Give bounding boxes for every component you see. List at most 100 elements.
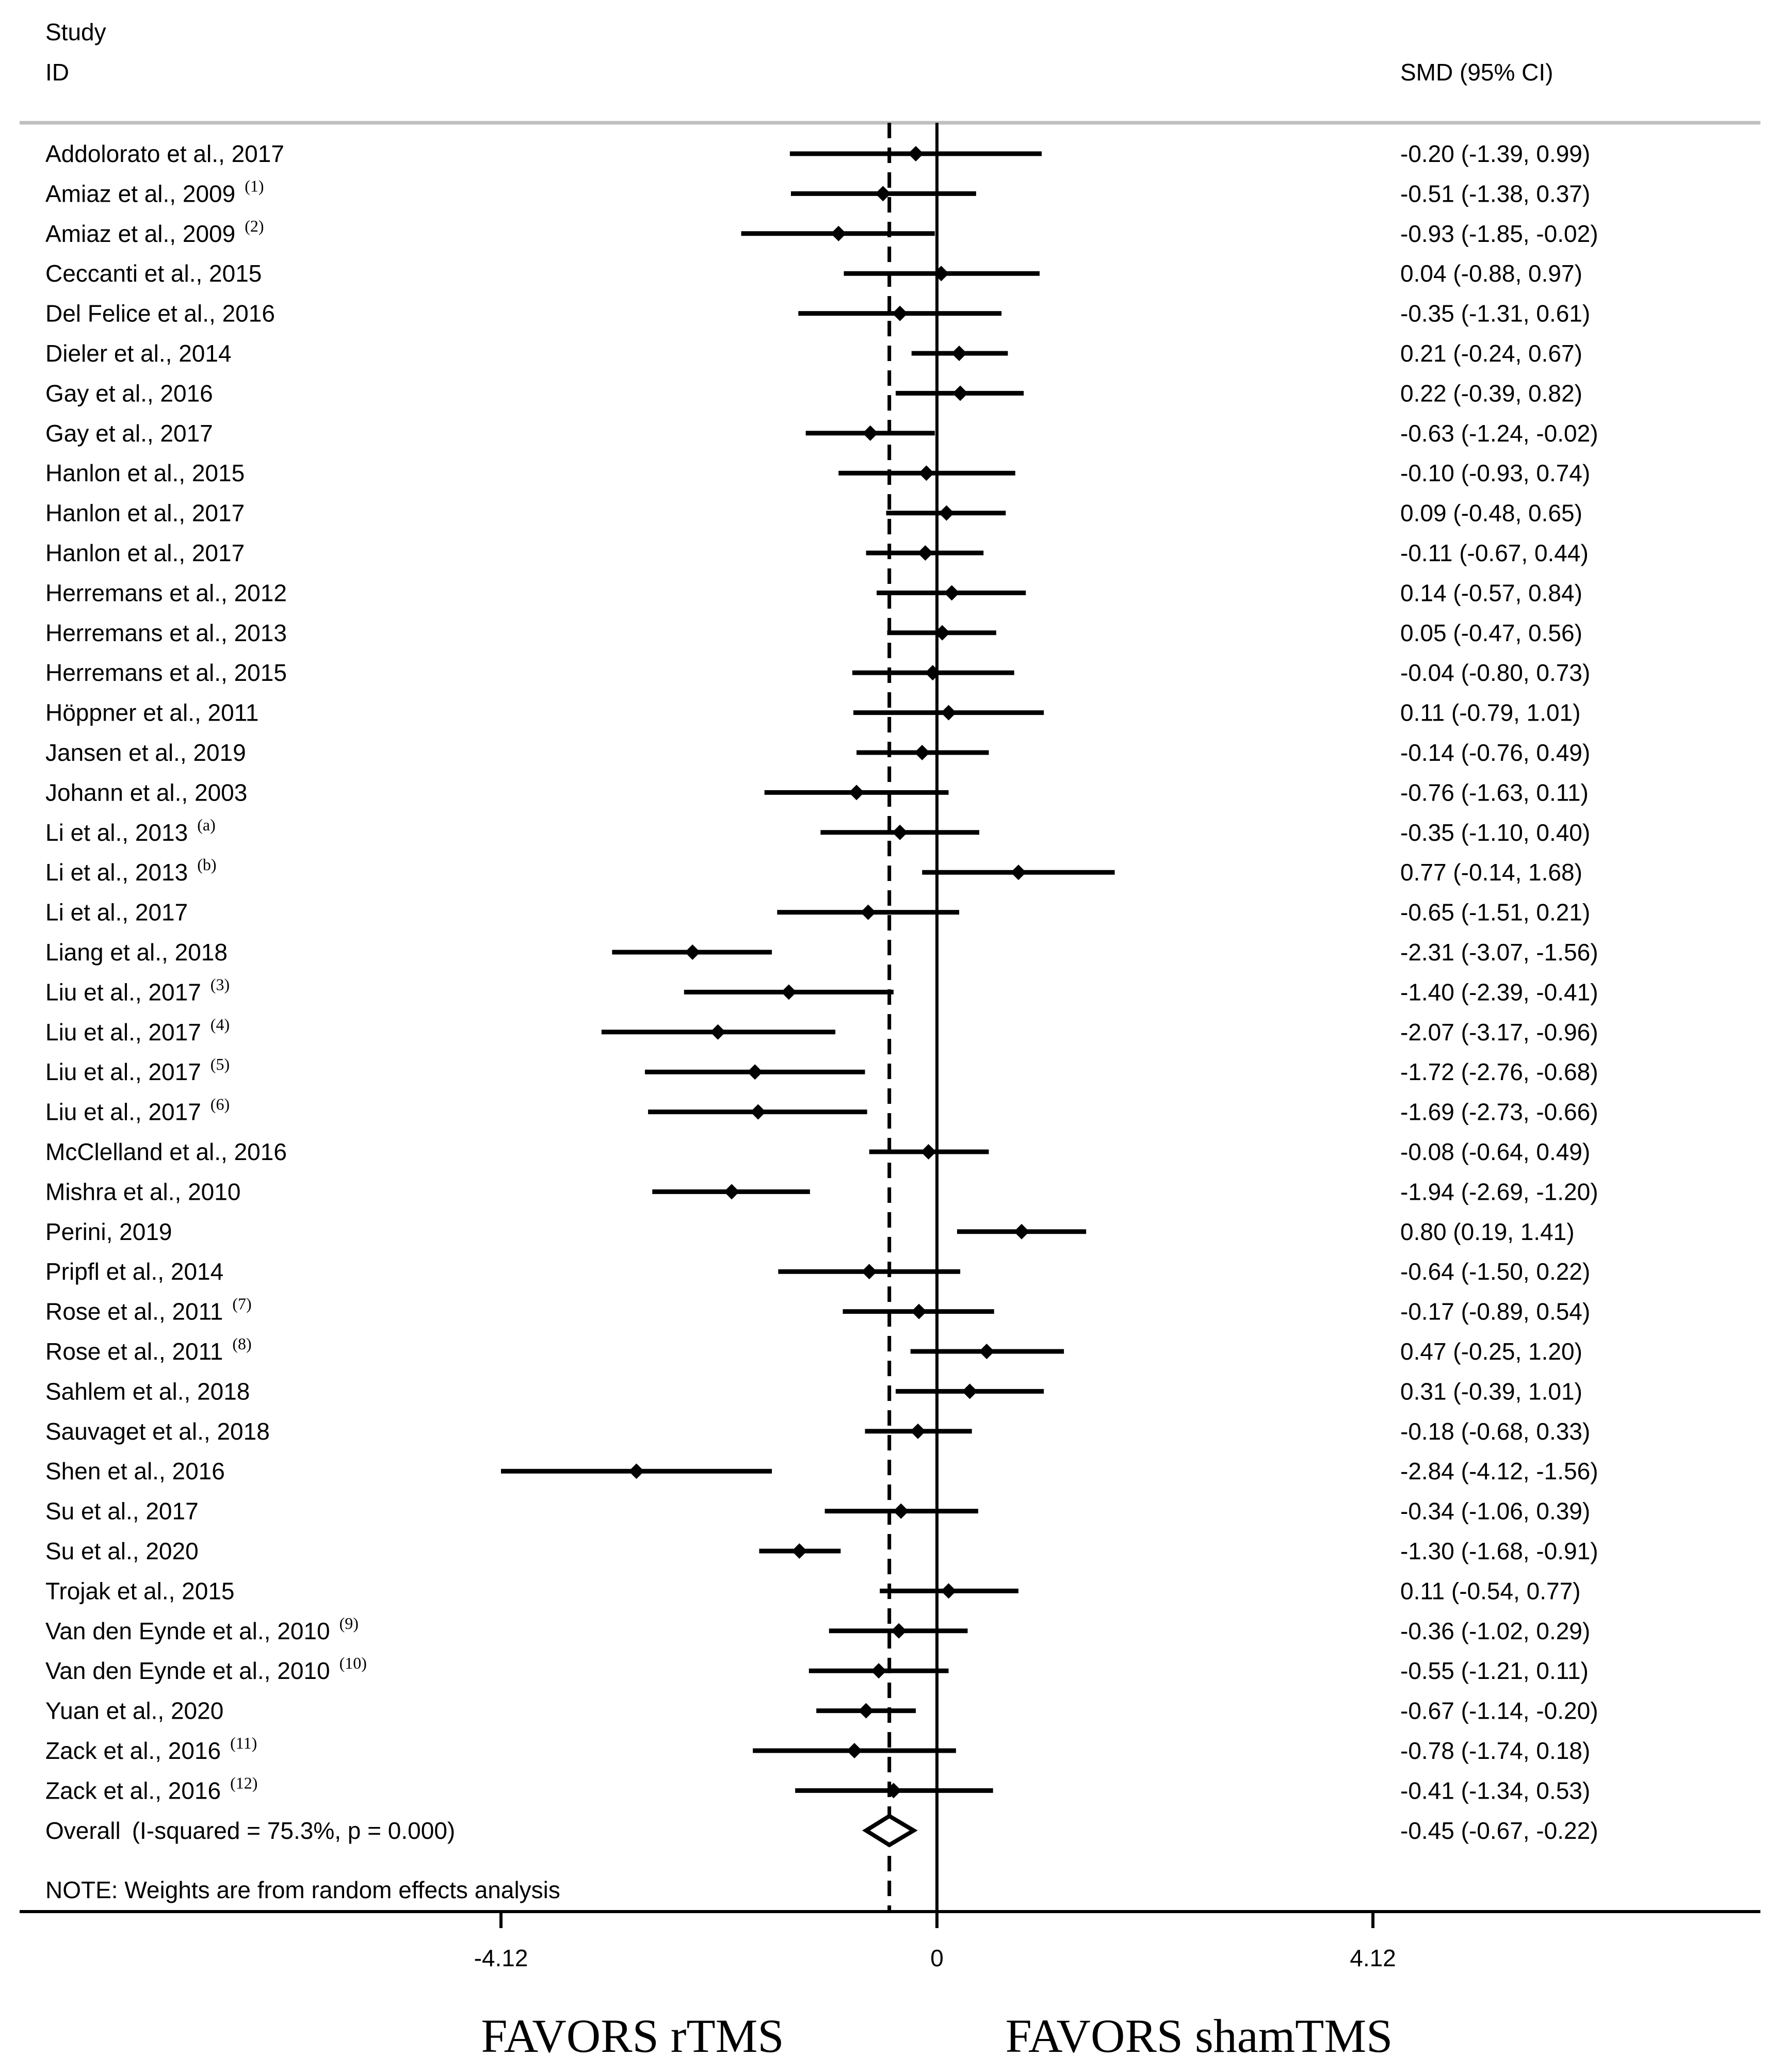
point-estimate-marker — [892, 824, 908, 840]
study-row: Amiaz et al., 2009 (2) -0.93 (-1.85, -0.02… — [45, 217, 1598, 247]
ci-text: 0.77 (-0.14, 1.68) — [1400, 859, 1582, 886]
ci-text: -0.18 (-0.68, 0.33) — [1400, 1418, 1590, 1445]
study-name: Liu et al., 2017 — [45, 978, 201, 1005]
study-name: Shen et al., 2016 — [45, 1458, 225, 1484]
point-estimate-marker — [871, 1663, 887, 1679]
study-row: Li et al., 2017 -0.65 (-1.51, 0.21) — [45, 899, 1590, 926]
point-estimate-marker — [628, 1463, 644, 1479]
study-row: Addolorato et al., 2017 -0.20 (-1.39, 0.9… — [45, 140, 1590, 167]
study-label: Gay et al., 2016 — [45, 380, 213, 406]
study-name: Del Felice et al., 2016 — [45, 300, 275, 327]
study-row: Liu et al., 2017 (3) -1.40 (-2.39, -0.41) — [45, 975, 1598, 1005]
ci-text: -0.11 (-0.67, 0.44) — [1400, 540, 1589, 566]
point-estimate-marker — [938, 505, 954, 521]
study-label: Herremans et al., 2015 — [45, 659, 287, 686]
study-row: Sauvaget et al., 2018 -0.18 (-0.68, 0.33) — [45, 1418, 1590, 1445]
study-label: Pripfl et al., 2014 — [45, 1258, 223, 1285]
point-estimate-marker — [831, 225, 847, 241]
point-estimate-marker — [941, 1583, 957, 1599]
study-name: Yuan et al., 2020 — [45, 1698, 223, 1724]
study-name: Johann et al., 2003 — [45, 779, 247, 806]
ci-text: -0.08 (-0.64, 0.49) — [1400, 1138, 1590, 1165]
ci-text: -0.51 (-1.38, 0.37) — [1400, 180, 1590, 207]
study-name: Van den Eynde et al., 2010 — [45, 1657, 330, 1684]
study-row: Mishra et al., 2010 -1.94 (-2.69, -1.20) — [45, 1178, 1598, 1205]
overall-stat: (I-squared = 75.3%, p = 0.000) — [132, 1817, 456, 1844]
study-label: Shen et al., 2016 — [45, 1458, 225, 1484]
study-footnote-marker: (11) — [230, 1734, 257, 1752]
point-estimate-marker — [952, 385, 968, 401]
point-estimate-marker — [858, 1703, 874, 1719]
study-name: Ceccanti et al., 2015 — [45, 260, 262, 287]
ci-text: -0.78 (-1.74, 0.18) — [1400, 1737, 1590, 1764]
study-footnote-marker: (4) — [211, 1015, 230, 1034]
overall-label: Overall (I-squared = 75.3%, p = 0.000) — [45, 1817, 455, 1844]
point-estimate-marker — [861, 1264, 877, 1280]
point-estimate-marker — [910, 1423, 926, 1439]
study-label: Rose et al., 2011 (8) — [45, 1334, 252, 1365]
ci-text: -1.40 (-2.39, -0.41) — [1400, 978, 1598, 1005]
study-row: Gay et al., 2017 -0.63 (-1.24, -0.02) — [45, 420, 1598, 447]
ci-text: -2.07 (-3.17, -0.96) — [1400, 1019, 1598, 1046]
point-estimate-marker — [914, 745, 930, 760]
study-label: Van den Eynde et al., 2010 (10) — [45, 1654, 367, 1684]
ci-text: 0.22 (-0.39, 0.82) — [1400, 380, 1582, 406]
study-label: Höppner et al., 2011 — [45, 699, 258, 726]
study-label: Su et al., 2020 — [45, 1538, 199, 1564]
study-name: Zack et al., 2016 — [45, 1737, 221, 1764]
study-row: Gay et al., 2016 0.22 (-0.39, 0.82) — [45, 380, 1582, 406]
study-footnote-marker: (12) — [230, 1773, 257, 1792]
study-row: Liu et al., 2017 (4) -2.07 (-3.17, -0.96) — [45, 1015, 1598, 1046]
ci-text: 0.47 (-0.25, 1.20) — [1400, 1338, 1582, 1365]
point-estimate-marker — [891, 1623, 907, 1639]
header-estimate-label: SMD (95% CI) — [1400, 59, 1553, 86]
study-label: Li et al., 2017 — [45, 899, 188, 926]
study-label: Liu et al., 2017 (3) — [45, 975, 230, 1005]
ci-text: -1.72 (-2.76, -0.68) — [1400, 1058, 1598, 1085]
study-footnote-marker: (7) — [232, 1295, 251, 1313]
study-row: Zack et al., 2016 (12) -0.41 (-1.34, 0.53) — [45, 1773, 1590, 1804]
ci-text: -0.55 (-1.21, 0.11) — [1400, 1657, 1589, 1684]
point-estimate-marker — [875, 186, 891, 202]
study-label: Yuan et al., 2020 — [45, 1698, 223, 1724]
point-estimate-marker — [941, 705, 957, 721]
study-name: Li et al., 2017 — [45, 899, 188, 926]
study-name: Perini, 2019 — [45, 1218, 172, 1245]
study-name: Gay et al., 2017 — [45, 420, 213, 447]
study-footnote-marker: (2) — [245, 217, 264, 235]
study-name: Sahlem et al., 2018 — [45, 1378, 250, 1405]
study-name: Hanlon et al., 2015 — [45, 460, 245, 486]
study-row: Herremans et al., 2013 0.05 (-0.47, 0.56) — [45, 619, 1582, 646]
point-estimate-marker — [710, 1024, 726, 1040]
study-row: Hanlon et al., 2015 -0.10 (-0.93, 0.74) — [45, 460, 1590, 486]
study-name: Addolorato et al., 2017 — [45, 140, 284, 167]
study-label: McClelland et al., 2016 — [45, 1138, 287, 1165]
study-rows: Addolorato et al., 2017 -0.20 (-1.39, 0.9… — [45, 140, 1598, 1804]
study-name: Mishra et al., 2010 — [45, 1178, 240, 1205]
study-row: Su et al., 2017 -0.34 (-1.06, 0.39) — [45, 1498, 1590, 1525]
overall-name: Overall — [45, 1817, 121, 1844]
study-name: Herremans et al., 2015 — [45, 659, 287, 686]
ci-text: -2.31 (-3.07, -1.56) — [1400, 939, 1598, 966]
study-row: Pripfl et al., 2014 -0.64 (-1.50, 0.22) — [45, 1258, 1590, 1285]
ci-text: -0.04 (-0.80, 0.73) — [1400, 659, 1590, 686]
overall-diamond — [862, 1814, 918, 1848]
point-estimate-marker — [685, 944, 701, 960]
study-label: Dieler et al., 2014 — [45, 340, 232, 367]
study-name: Amiaz et al., 2009 — [45, 220, 235, 247]
point-estimate-marker — [925, 665, 941, 681]
study-row: Rose et al., 2011 (8) 0.47 (-0.25, 1.20) — [45, 1334, 1582, 1365]
study-label: Trojak et al., 2015 — [45, 1577, 235, 1604]
study-name: Sauvaget et al., 2018 — [45, 1418, 270, 1445]
point-estimate-marker — [917, 545, 933, 561]
x-tick-label: 0 — [930, 1945, 944, 1971]
point-estimate-marker — [1014, 1223, 1030, 1239]
study-name: Rose et al., 2011 — [45, 1338, 223, 1365]
point-estimate-marker — [781, 984, 797, 1000]
study-name: Gay et al., 2016 — [45, 380, 213, 406]
point-estimate-marker — [1010, 864, 1026, 880]
point-estimate-marker — [951, 346, 967, 361]
point-estimate-marker — [911, 1303, 927, 1319]
header-id-label: ID — [45, 59, 69, 86]
study-name: Herremans et al., 2012 — [45, 579, 287, 606]
